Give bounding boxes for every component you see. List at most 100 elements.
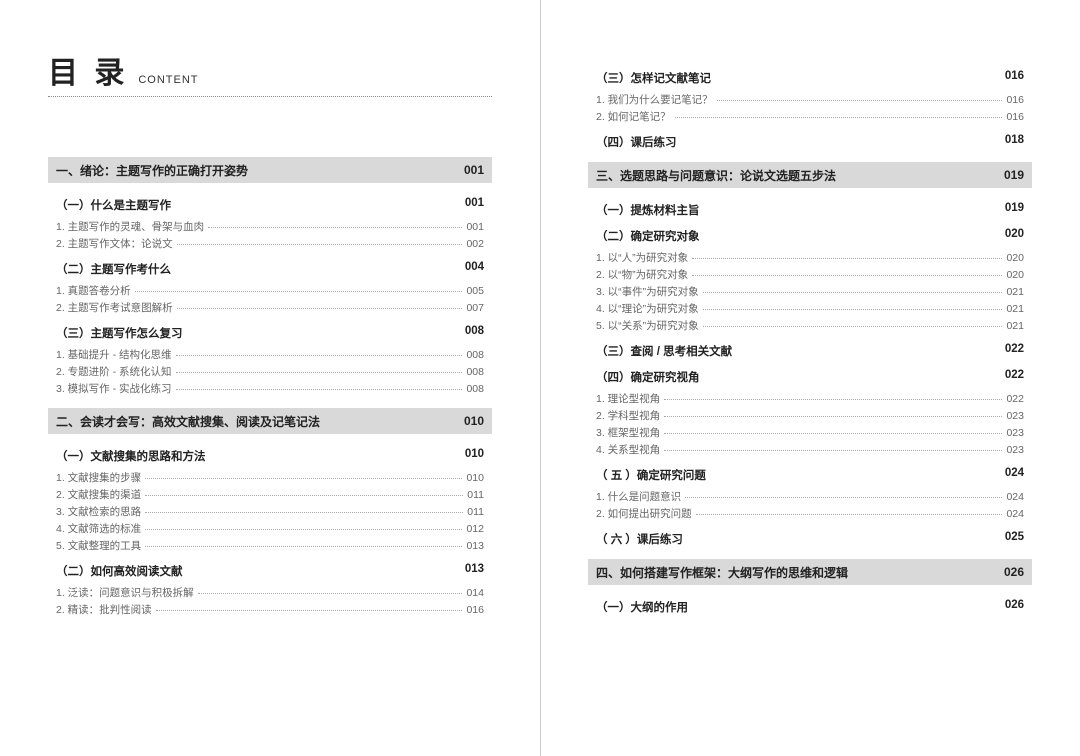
- toc-section: （ 六 ）课后练习025: [588, 531, 1032, 547]
- item-title: 3. 模拟写作 - 实战化练习: [56, 381, 172, 396]
- toc-section: （二）如何高效阅读文献013: [48, 563, 492, 579]
- toc-item: 2. 学科型视角023: [588, 408, 1032, 423]
- toc-item: 5. 文献整理的工具013: [48, 538, 492, 553]
- toc-section: （四）确定研究视角022: [588, 369, 1032, 385]
- section-title: （一）提炼材料主旨: [596, 202, 1005, 218]
- section-page: 016: [1005, 70, 1024, 86]
- toc-chapter: 二、会读才会写：高效文献搜集、阅读及记笔记法010: [48, 408, 492, 434]
- item-title: 5. 文献整理的工具: [56, 538, 141, 553]
- section-page: 004: [465, 261, 484, 277]
- item-page: 016: [1006, 111, 1024, 123]
- item-dots: [664, 433, 1002, 434]
- chapter-page: 001: [464, 163, 484, 177]
- item-dots: [177, 308, 463, 309]
- section-title: （四）课后练习: [596, 134, 1005, 150]
- toc-title-cn: 目 录: [48, 48, 128, 92]
- item-page: 001: [466, 221, 484, 233]
- toc-title-en: CONTENT: [138, 74, 198, 86]
- item-title: 4. 文献筛选的标准: [56, 521, 141, 536]
- toc-section: （二）主题写作考什么004: [48, 261, 492, 277]
- section-page: 018: [1005, 134, 1024, 150]
- item-page: 011: [467, 489, 484, 501]
- item-page: 021: [1006, 286, 1024, 298]
- item-dots: [692, 258, 1002, 259]
- section-page: 022: [1005, 369, 1024, 385]
- section-title: （一）大纲的作用: [596, 599, 1005, 615]
- toc-item: 2. 如何提出研究问题024: [588, 506, 1032, 521]
- item-dots: [703, 292, 1003, 293]
- item-title: 1. 主题写作的灵魂、骨架与血肉: [56, 219, 204, 234]
- item-title: 3. 文献检索的思路: [56, 504, 141, 519]
- toc-section: （二）确定研究对象020: [588, 228, 1032, 244]
- toc-item: 1. 泛读：问题意识与积极拆解014: [48, 585, 492, 600]
- chapter-title: 二、会读才会写：高效文献搜集、阅读及记笔记法: [56, 413, 464, 430]
- toc-section: （三）查阅 / 思考相关文献022: [588, 343, 1032, 359]
- toc-item: 1. 真题答卷分析005: [48, 283, 492, 298]
- item-dots: [664, 399, 1002, 400]
- section-page: 024: [1005, 467, 1024, 483]
- header-underline: [48, 96, 492, 97]
- chapter-page: 019: [1004, 168, 1024, 182]
- toc-section: （四）课后练习018: [588, 134, 1032, 150]
- toc-item: 1. 文献搜集的步骤010: [48, 470, 492, 485]
- toc-item: 1. 我们为什么要记笔记？ 016: [588, 92, 1032, 107]
- item-page: 023: [1006, 410, 1024, 422]
- item-title: 1. 真题答卷分析: [56, 283, 131, 298]
- item-title: 1. 文献搜集的步骤: [56, 470, 141, 485]
- section-page: 001: [465, 197, 484, 213]
- item-title: 1. 泛读：问题意识与积极拆解: [56, 585, 194, 600]
- item-page: 016: [1006, 94, 1024, 106]
- toc-item: 4. 文献筛选的标准 012: [48, 521, 492, 536]
- section-title: （三）怎样记文献笔记: [596, 70, 1005, 86]
- item-title: 2. 精读：批判性阅读: [56, 602, 152, 617]
- section-page: 020: [1005, 228, 1024, 244]
- item-dots: [145, 495, 463, 496]
- section-title: （一）文献搜集的思路和方法: [56, 448, 465, 464]
- toc-item: 1. 以“人”为研究对象020: [588, 250, 1032, 265]
- item-dots: [176, 389, 463, 390]
- section-page: 022: [1005, 343, 1024, 359]
- chapter-title: 四、如何搭建写作框架：大纲写作的思维和逻辑: [596, 564, 1004, 581]
- toc-item: 3. 模拟写作 - 实战化练习 008: [48, 381, 492, 396]
- item-title: 2. 以“物”为研究对象: [596, 267, 688, 282]
- item-dots: [198, 593, 463, 594]
- section-title: （三）主题写作怎么复习: [56, 325, 465, 341]
- toc-item: 1. 基础提升 - 结构化思维008: [48, 347, 492, 362]
- item-dots: [145, 546, 462, 547]
- item-title: 1. 我们为什么要记笔记？: [596, 92, 713, 107]
- toc-section: （一）大纲的作用026: [588, 599, 1032, 615]
- item-dots: [685, 497, 1002, 498]
- toc-section: （一）文献搜集的思路和方法010: [48, 448, 492, 464]
- item-title: 1. 理论型视角: [596, 391, 660, 406]
- section-title: （二）如何高效阅读文献: [56, 563, 465, 579]
- chapter-title: 一、绪论：主题写作的正确打开姿势: [56, 162, 464, 179]
- item-title: 3. 以“事件”为研究对象: [596, 284, 699, 299]
- item-dots: [208, 227, 462, 228]
- section-page: 008: [465, 325, 484, 341]
- toc-item: 4. 关系型视角023: [588, 442, 1032, 457]
- item-dots: [145, 478, 462, 479]
- item-page: 008: [466, 383, 484, 395]
- item-dots: [135, 291, 463, 292]
- toc-section: （ 五 ）确定研究问题024: [588, 467, 1032, 483]
- item-title: 2. 专题进阶 - 系统化认知: [56, 364, 172, 379]
- item-page: 007: [466, 302, 484, 314]
- item-page: 020: [1006, 269, 1024, 281]
- toc-left-list: 一、绪论：主题写作的正确打开姿势001（一）什么是主题写作0011. 主题写作的…: [48, 157, 492, 617]
- section-title: （一）什么是主题写作: [56, 197, 465, 213]
- toc-item: 2. 如何记笔记？016: [588, 109, 1032, 124]
- toc-section: （一）提炼材料主旨019: [588, 202, 1032, 218]
- item-title: 4. 关系型视角: [596, 442, 660, 457]
- item-page: 012: [466, 523, 484, 535]
- section-page: 010: [465, 448, 484, 464]
- chapter-page: 026: [1004, 565, 1024, 579]
- section-page: 026: [1005, 599, 1024, 615]
- chapter-page: 010: [464, 414, 484, 428]
- right-page: （三）怎样记文献笔记0161. 我们为什么要记笔记？0162. 如何记笔记？01…: [540, 0, 1080, 756]
- section-title: （ 六 ）课后练习: [596, 531, 1005, 547]
- item-dots: [145, 512, 463, 513]
- toc-item: 1. 主题写作的灵魂、骨架与血肉 001: [48, 219, 492, 234]
- toc-item: 2. 主题写作考试意图解析007: [48, 300, 492, 315]
- toc-item: 2. 主题写作文体：论说文002: [48, 236, 492, 251]
- item-dots: [703, 326, 1003, 327]
